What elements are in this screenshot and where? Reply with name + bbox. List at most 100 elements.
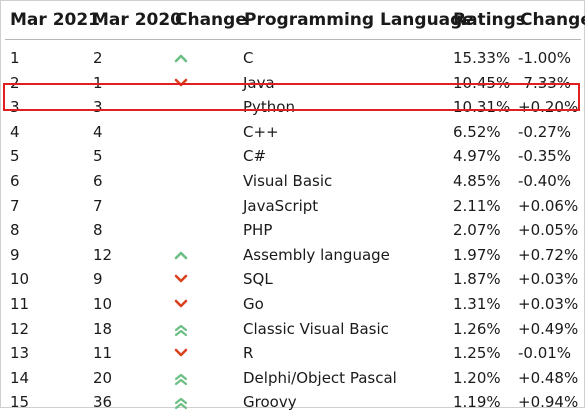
chevron-down-icon bbox=[173, 273, 191, 287]
rank-2021-cell: 4 bbox=[10, 122, 20, 141]
rating-cell: 1.97% bbox=[453, 245, 501, 264]
table-row: 14 20 Delphi/Object Pascal 1.20% +0.48% bbox=[1, 366, 584, 391]
header-change: Change bbox=[175, 10, 247, 30]
rating-cell: 1.19% bbox=[453, 393, 501, 412]
rank-2020-cell: 5 bbox=[93, 147, 103, 166]
change-cell: -1.00% bbox=[518, 49, 572, 67]
rank-2021-cell: 5 bbox=[10, 147, 20, 166]
change-cell: -0.40% bbox=[518, 172, 572, 190]
rank-2020-cell: 6 bbox=[93, 172, 103, 190]
change-cell: +0.94% bbox=[518, 393, 579, 412]
chevron-up-icon bbox=[173, 249, 191, 263]
rating-cell: 10.31% bbox=[453, 98, 511, 117]
rating-cell: 1.26% bbox=[453, 319, 501, 338]
rating-cell: 2.11% bbox=[453, 196, 501, 215]
language-cell: C bbox=[243, 49, 254, 67]
double-chevron-up-icon bbox=[173, 396, 191, 410]
language-cell: Classic Visual Basic bbox=[243, 319, 389, 338]
rank-2021-cell: 15 bbox=[10, 393, 30, 412]
header-language: Programming Language bbox=[244, 10, 474, 30]
header-divider bbox=[5, 39, 581, 40]
rating-cell: 6.52% bbox=[453, 122, 501, 141]
rank-2020-cell: 4 bbox=[93, 122, 103, 141]
rating-cell: 15.33% bbox=[453, 49, 511, 67]
rank-2020-cell: 20 bbox=[93, 368, 113, 387]
change-cell: -7.33% bbox=[518, 73, 572, 92]
rank-2021-cell: 14 bbox=[10, 368, 30, 387]
rank-2020-cell: 1 bbox=[93, 73, 103, 92]
rank-2021-cell: 7 bbox=[10, 196, 20, 215]
rank-2021-cell: 6 bbox=[10, 172, 20, 190]
rank-2020-cell: 2 bbox=[93, 49, 103, 67]
chevron-up-icon bbox=[173, 52, 191, 66]
language-cell: SQL bbox=[243, 270, 273, 289]
table-row: 10 9 SQL 1.87% +0.03% bbox=[1, 267, 584, 292]
language-cell: JavaScript bbox=[243, 196, 319, 215]
rank-2020-cell: 3 bbox=[93, 98, 103, 117]
rank-2020-cell: 36 bbox=[93, 393, 113, 412]
rank-2021-cell: 2 bbox=[10, 73, 20, 92]
rank-2021-cell: 8 bbox=[10, 221, 20, 240]
double-chevron-up-icon bbox=[173, 323, 191, 337]
rating-cell: 1.25% bbox=[453, 344, 501, 363]
rank-2020-cell: 11 bbox=[93, 344, 113, 363]
header-mar-2021: Mar 2021 bbox=[10, 10, 101, 30]
rating-cell: 4.97% bbox=[453, 147, 501, 166]
rank-2021-cell: 1 bbox=[10, 49, 20, 67]
change-cell: +0.20% bbox=[518, 98, 579, 117]
language-cell: Java bbox=[243, 73, 275, 92]
table-row: 8 8 PHP 2.07% +0.05% bbox=[1, 218, 584, 243]
table-row: 12 18 Classic Visual Basic 1.26% +0.49% bbox=[1, 317, 584, 342]
table-row: 11 10 Go 1.31% +0.03% bbox=[1, 292, 584, 317]
rating-cell: 2.07% bbox=[453, 221, 501, 240]
rank-2020-cell: 8 bbox=[93, 221, 103, 240]
table-row: 6 6 Visual Basic 4.85% -0.40% bbox=[1, 169, 584, 194]
change-cell: +0.03% bbox=[518, 295, 579, 313]
table-row: 13 11 R 1.25% -0.01% bbox=[1, 341, 584, 366]
rating-cell: 1.20% bbox=[453, 368, 501, 387]
language-cell: Delphi/Object Pascal bbox=[243, 368, 397, 387]
table-row: 7 7 JavaScript 2.11% +0.06% bbox=[1, 194, 584, 219]
change-cell: +0.48% bbox=[518, 368, 579, 387]
header-ratings: Ratings bbox=[453, 10, 526, 30]
language-cell: PHP bbox=[243, 221, 273, 240]
table-row: 9 12 Assembly language 1.97% +0.72% bbox=[1, 243, 584, 268]
table-row: 15 36 Groovy 1.19% +0.94% bbox=[1, 390, 584, 415]
header-rating-change: Change bbox=[520, 10, 585, 30]
language-cell: Groovy bbox=[243, 393, 297, 412]
double-chevron-up-icon bbox=[173, 372, 191, 386]
language-cell: Assembly language bbox=[243, 245, 390, 264]
rank-2021-cell: 3 bbox=[10, 98, 20, 117]
rank-2021-cell: 12 bbox=[10, 319, 30, 338]
change-cell: +0.06% bbox=[518, 196, 579, 215]
rank-2020-cell: 7 bbox=[93, 196, 103, 215]
change-cell: -0.27% bbox=[518, 122, 572, 141]
table-row: 3 3 Python 10.31% +0.20% bbox=[1, 95, 584, 120]
table-row: 4 4 C++ 6.52% -0.27% bbox=[1, 120, 584, 145]
rank-2021-cell: 9 bbox=[10, 245, 20, 264]
rating-cell: 10.45% bbox=[453, 73, 511, 92]
rank-2021-cell: 13 bbox=[10, 344, 30, 363]
rating-cell: 4.85% bbox=[453, 172, 501, 190]
table-row: 1 2 C 15.33% -1.00% bbox=[1, 46, 584, 71]
rank-2020-cell: 18 bbox=[93, 319, 113, 338]
language-cell: C# bbox=[243, 147, 267, 166]
change-cell: +0.05% bbox=[518, 221, 579, 240]
rating-cell: 1.87% bbox=[453, 270, 501, 289]
change-cell: +0.49% bbox=[518, 319, 579, 338]
table-row: 2 1 Java 10.45% -7.33% bbox=[1, 71, 584, 96]
language-cell: R bbox=[243, 344, 254, 363]
change-cell: +0.72% bbox=[518, 245, 579, 264]
rating-cell: 1.31% bbox=[453, 295, 501, 313]
language-cell: Python bbox=[243, 98, 295, 117]
table-row: 5 5 C# 4.97% -0.35% bbox=[1, 144, 584, 169]
change-cell: -0.35% bbox=[518, 147, 572, 166]
rank-2021-cell: 11 bbox=[10, 295, 30, 313]
chevron-down-icon bbox=[173, 298, 191, 312]
language-cell: Visual Basic bbox=[243, 172, 333, 190]
chevron-down-icon bbox=[173, 347, 191, 361]
rank-2021-cell: 10 bbox=[10, 270, 30, 289]
rank-2020-cell: 9 bbox=[93, 270, 103, 289]
highlight-box bbox=[3, 83, 580, 111]
